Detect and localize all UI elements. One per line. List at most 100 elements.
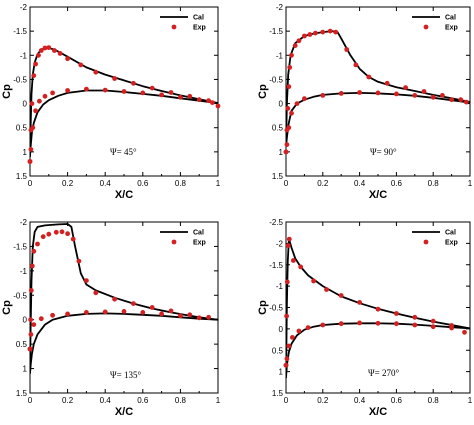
y-tick-label: 1.5 [16,172,28,181]
exp-data-point [286,125,292,131]
exp-data-point [430,94,436,100]
exp-data-point [28,317,33,323]
exp-data-point [313,30,318,36]
exp-data-point [307,32,313,37]
y-tick-label: -1.5 [269,27,283,36]
exp-data-point [29,101,35,106]
x-tick-label: 0.6 [137,179,149,188]
y-tick-label: -0.5 [269,304,283,313]
exp-data-point [50,90,55,96]
x-axis-title: X/C [115,189,133,201]
exp-data-point [285,106,291,111]
exp-data-point [286,343,292,349]
y-tick-label: -2 [276,239,284,248]
legend-exp-label: Exp [445,25,458,32]
exp-data-point [53,229,59,235]
y-tick-label: -2 [20,218,28,227]
exp-data-point [290,335,295,340]
exp-data-point [338,321,344,327]
exp-data-point [320,322,326,328]
exp-data-point [42,45,48,51]
x-tick-label: 0 [284,396,289,405]
y-tick-label: 1.5 [272,389,284,398]
y-tick-label: 0.5 [272,346,284,355]
y-tick-label: -1 [20,267,28,276]
exp-data-point [112,296,117,302]
exp-data-point [168,308,174,314]
y-tick-label: -0.5 [13,75,27,84]
y-tick-label: 1 [23,148,28,157]
chart-panel-1: 0 0.2 0.4 0.6 0.8 1 -2 -1.5 -1 -0.5 0 0.5 1 1.5 X/C Cp C… [1,3,221,201]
exp-data-point [440,93,445,98]
exp-data-point [344,47,350,52]
exp-data-point [50,312,55,318]
exp-data-point [46,231,52,237]
exp-data-point [28,147,34,152]
exp-data-point [33,108,38,114]
exp-data-point [412,322,418,328]
x-tick-label: 0.6 [391,396,403,405]
y-tick-label: 1.5 [272,172,284,181]
x-tick-label: 0.2 [62,179,74,188]
legend-exp-label: Exp [445,240,458,247]
y-tick-label: 1 [279,148,284,157]
exp-data-point [30,125,36,131]
exp-data-point [38,316,44,322]
exp-data-point [298,264,304,270]
exp-data-point [357,90,362,95]
exp-data-point [412,314,418,320]
exp-data-point [76,258,82,264]
cal-series-line [30,312,218,374]
exp-data-point [357,320,362,326]
exp-data-point [37,98,42,104]
exp-data-point [196,315,202,321]
chart-panel-3: 0 0.2 0.4 0.6 0.8 1 -2 -1.5 -1 -0.5 0 0.5 1 1.5 X/C Cp C… [1,218,221,418]
y-tick-label: -1 [20,51,28,60]
cal-series-line [30,46,218,157]
exp-data-point [215,103,221,109]
y-tick-label: 0.5 [16,340,28,349]
y-axis-title: Cp [257,300,269,315]
exp-data-point [52,48,57,53]
exp-data-point [324,287,329,292]
exp-data-point [35,241,40,247]
exp-data-point [33,61,38,67]
y-tick-label: 0.5 [16,124,28,133]
x-axis-title: X/C [369,189,387,201]
exp-data-point [449,325,454,331]
exp-data-point [375,90,381,96]
x-tick-label: 1 [216,396,221,405]
exp-data-point [283,362,289,368]
exp-data-point [302,96,307,102]
exp-data-point [305,325,311,330]
legend-cal-label: Cal [445,15,456,22]
x-tick-label: 0 [28,396,33,405]
psi-annotation: Ψ= 135° [110,370,141,380]
exp-data-point [84,278,89,283]
exp-data-point [463,99,469,105]
chart-panel-2: 0 0.2 0.4 0.6 0.8 1 -2 -1.5 -1 -0.5 0 0.5 1 1.5 X/C Cp C… [257,3,473,201]
exp-data-point [40,234,46,240]
exp-data-point [121,89,127,94]
x-tick-label: 0.8 [175,396,187,405]
legend-cal-label: Cal [193,15,204,22]
exp-data-point [210,100,215,105]
exp-data-point [159,311,165,317]
exp-data-point [121,309,127,314]
y-tick-label: 0 [279,325,284,334]
legend-exp-swatch [171,239,177,245]
y-tick-label: -1.5 [269,261,283,270]
exp-data-point [112,76,117,81]
y-axis-title: Cp [1,84,13,99]
cal-series-line [30,223,218,374]
exp-data-point [38,48,44,53]
exp-data-point [284,356,290,362]
legend-exp-swatch [171,24,177,30]
exp-data-point [320,29,326,35]
y-tick-label: -1 [276,282,284,291]
x-axis-title: X/C [115,406,133,418]
exp-data-point [320,93,326,98]
y-tick-label: -0.5 [269,75,283,84]
exp-data-point [57,51,63,56]
plot-frame [29,221,219,394]
